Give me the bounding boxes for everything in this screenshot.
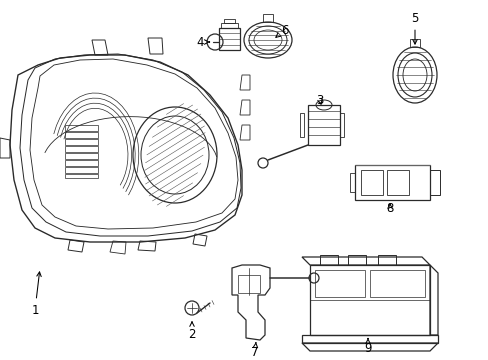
Bar [65,174,98,178]
Bar [65,125,98,131]
Bar [309,265,429,335]
Bar [65,139,98,145]
Text: 4: 4 [196,36,209,49]
Bar [369,270,424,297]
Text: 3: 3 [316,94,323,107]
Text: 1: 1 [31,272,41,316]
Bar [65,167,98,173]
Bar [238,275,260,293]
Bar [314,270,364,297]
Text: 2: 2 [188,322,195,342]
Bar [219,28,240,50]
Text: 6: 6 [275,23,288,37]
Bar [65,160,98,166]
Bar [65,153,98,159]
Bar [386,170,408,195]
Bar [65,132,98,138]
Bar [354,165,429,200]
Bar [307,105,339,145]
Bar [360,170,382,195]
Text: 5: 5 [410,12,418,44]
Text: 7: 7 [251,343,258,359]
Bar [65,146,98,152]
Text: 9: 9 [364,339,371,355]
Text: 8: 8 [386,202,393,215]
